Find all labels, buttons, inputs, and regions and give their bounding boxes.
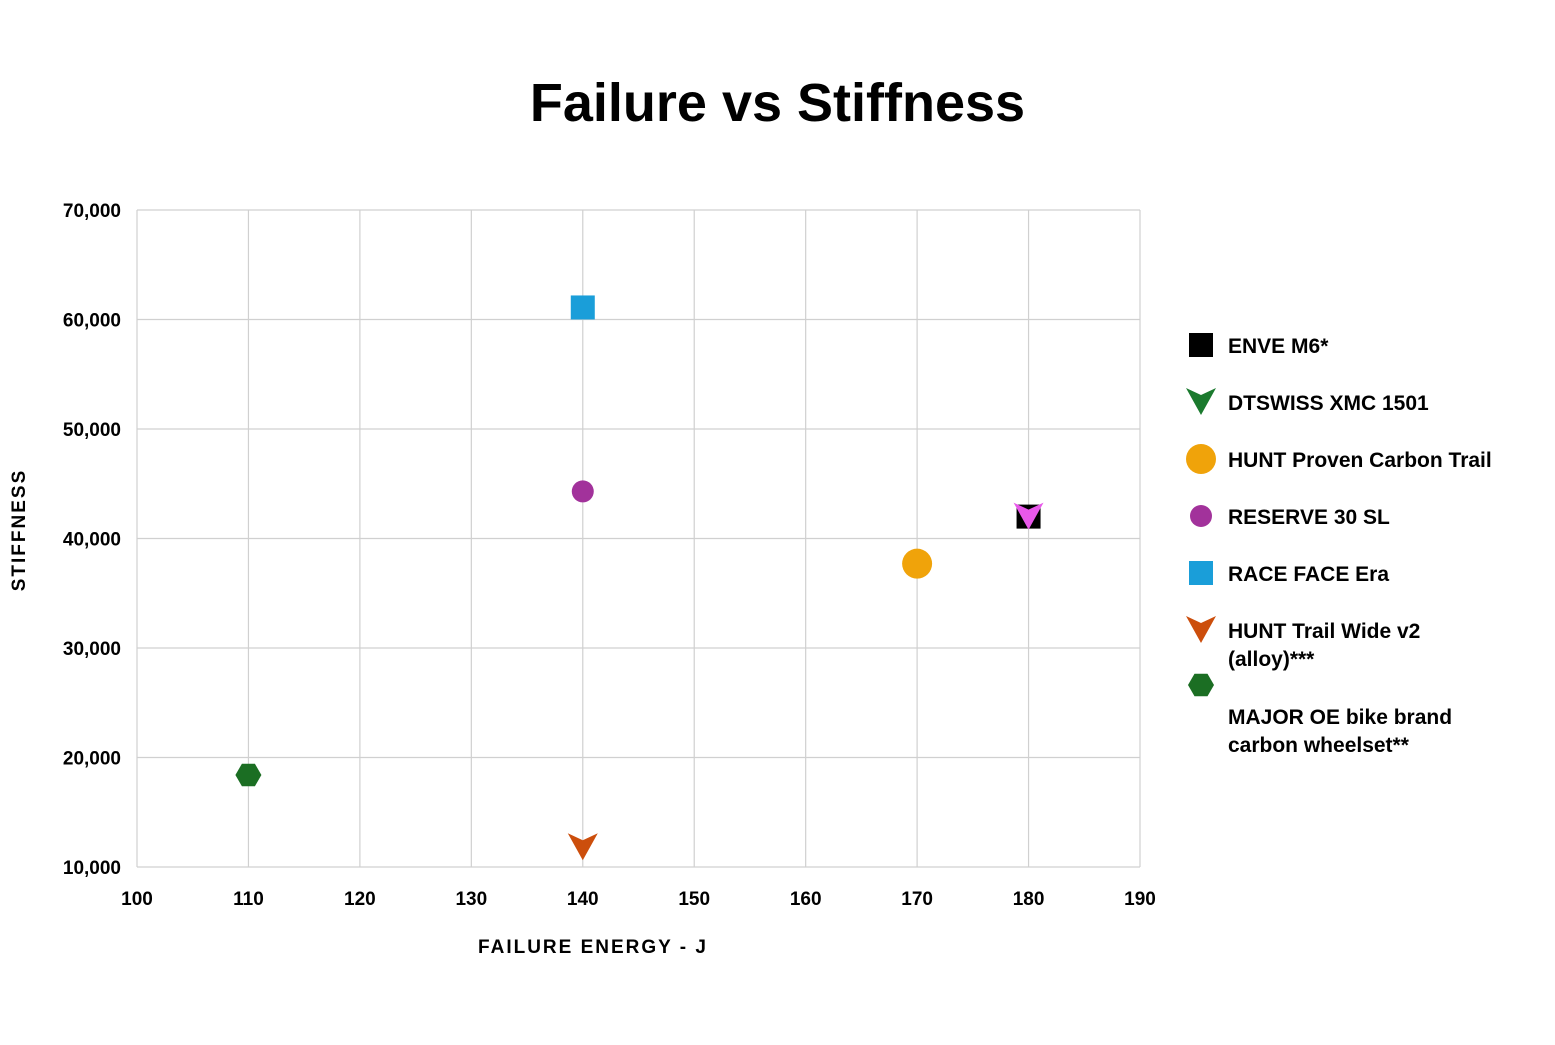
x-tick-label: 110 [233,889,264,910]
x-tick-label: 120 [344,889,376,910]
legend-label: HUNT Trail Wide v2 [1228,620,1420,643]
x-tick-label: 180 [1013,889,1045,910]
legend-label: carbon wheelset** [1228,734,1410,757]
data-point [571,480,594,503]
data-point [570,295,595,320]
x-tick-label: 170 [901,889,933,910]
x-tick-label: 140 [567,889,599,910]
legend-marker [1189,561,1213,585]
legend-marker [1186,444,1216,474]
legend-marker [1188,673,1214,697]
data-point [902,548,933,579]
x-axis-title: FAILURE ENERGY - J [478,937,708,958]
legend: ENVE M6* DTSWISS XMC 1501 HUNT Proven Carb… [1186,333,1492,757]
grid-lines [136,209,1141,868]
x-tick-label: 100 [121,889,153,910]
x-tick-label: 150 [678,889,710,910]
data-point [567,833,598,861]
y-tick-label: 40,000 [63,530,121,551]
y-tick-label: 60,000 [63,311,121,332]
legend-marker [1186,616,1216,643]
legend-label: RACE FACE Era [1228,563,1389,586]
legend-label: DTSWISS XMC 1501 [1228,392,1429,415]
y-tick-label: 30,000 [63,639,121,660]
tick-labels: 100 110 120 130 140 150 160 170 180 190 10,000 20,0… [63,201,1156,910]
legend-label: HUNT Proven Carbon Trail [1228,449,1492,472]
y-tick-label: 50,000 [63,420,121,441]
y-tick-label: 70,000 [63,201,121,222]
legend-label: MAJOR OE bike brand [1228,706,1452,729]
legend-label: ENVE M6* [1228,335,1329,358]
x-tick-label: 130 [455,889,487,910]
legend-label: RESERVE 30 SL [1228,506,1390,529]
y-tick-label: 20,000 [63,749,121,770]
data-point [1013,502,1044,530]
legend-marker [1190,505,1212,527]
x-tick-label: 190 [1124,889,1156,910]
data-point [235,763,262,787]
data-points [235,295,1044,861]
legend-label: (alloy)*** [1228,648,1315,671]
x-tick-label: 160 [790,889,822,910]
chart-title: Failure vs Stiffness [529,73,1026,133]
legend-marker [1186,388,1216,415]
y-axis-title: STIFFNESS [9,469,30,592]
legend-marker [1189,333,1213,357]
y-tick-label: 10,000 [63,858,121,879]
